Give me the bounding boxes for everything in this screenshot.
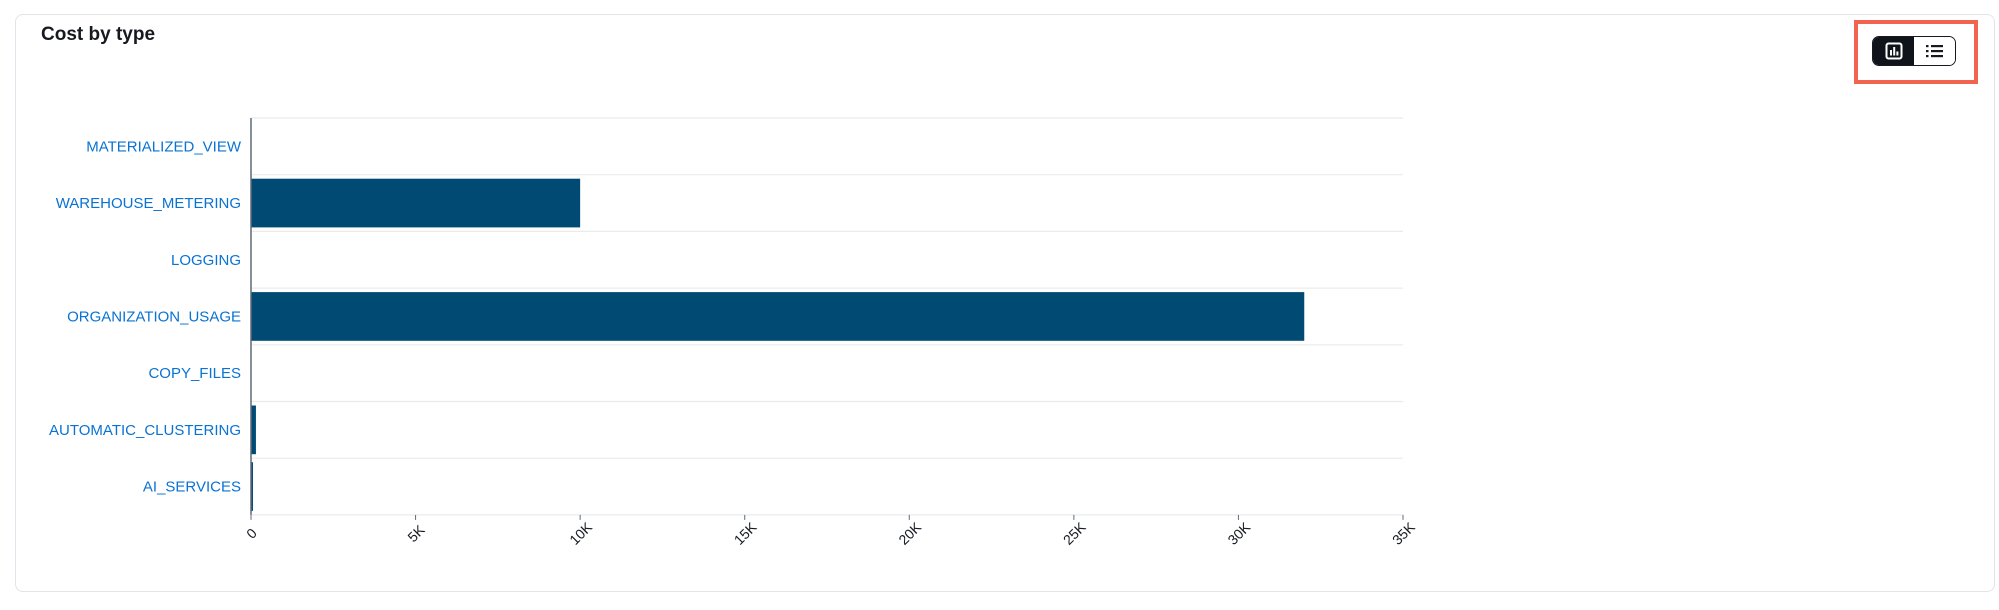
x-tick-label: 10K: [566, 518, 595, 547]
x-tick-label: 35K: [1389, 518, 1418, 547]
card-title: Cost by type: [41, 24, 156, 45]
bar-organization-usage: [251, 292, 1305, 341]
x-tick-label: 20K: [895, 518, 924, 547]
x-tick-label: 0: [243, 525, 260, 542]
x-tick-label: 30K: [1224, 518, 1253, 547]
category-label: COPY_FILES: [148, 365, 241, 382]
x-tick-label: 5K: [404, 521, 428, 545]
bar-chart-icon: [1885, 42, 1902, 60]
x-tick-label: 25K: [1060, 518, 1089, 547]
bar-automatic-clustering: [251, 405, 256, 455]
category-label: MATERIALIZED_VIEW: [86, 138, 242, 155]
category-label: LOGGING: [171, 252, 241, 269]
view-toggle-group: [1872, 36, 1956, 66]
table-view-toggle-button[interactable]: [1914, 37, 1955, 65]
chart-view-toggle-button[interactable]: [1873, 37, 1914, 65]
category-label: ORGANIZATION_USAGE: [67, 308, 241, 325]
x-tick-label: 15K: [731, 518, 760, 547]
category-label: AI_SERVICES: [143, 479, 241, 496]
list-icon: [1925, 45, 1943, 58]
bar-ai-services: [251, 462, 253, 511]
bar-warehouse-metering: [251, 178, 581, 228]
category-label: AUTOMATIC_CLUSTERING: [49, 422, 241, 439]
category-label: WAREHOUSE_METERING: [56, 195, 241, 212]
toggle-highlight: [1854, 20, 1978, 84]
